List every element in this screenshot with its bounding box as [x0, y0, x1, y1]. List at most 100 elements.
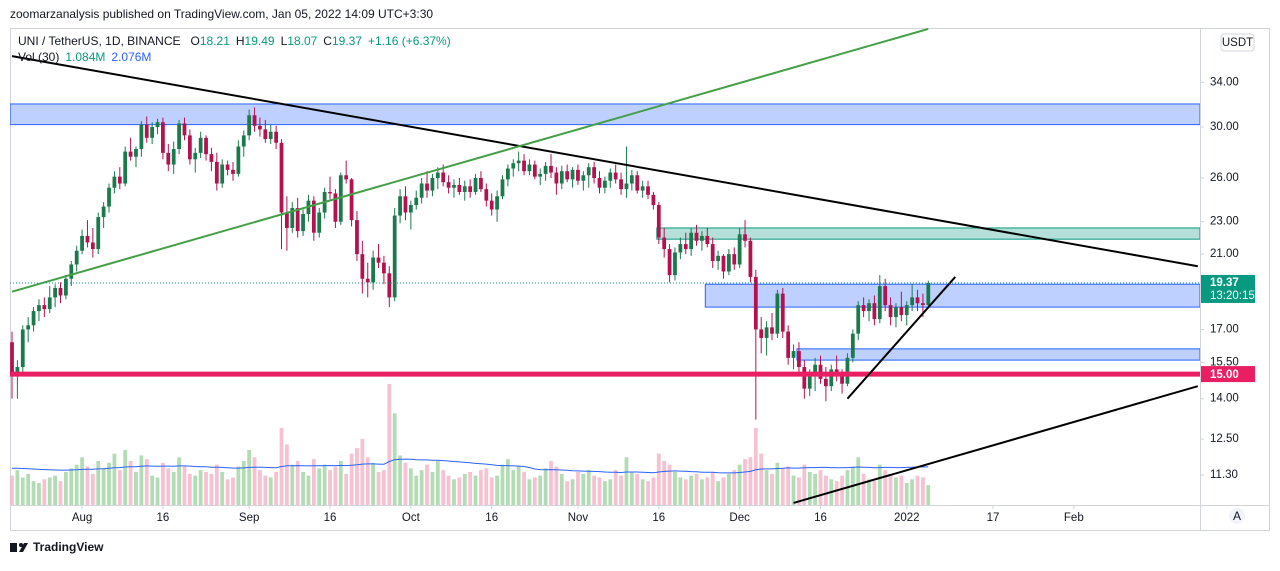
candle-body — [90, 242, 95, 250]
candle-body — [274, 131, 278, 143]
volume-bar — [468, 471, 473, 505]
volume-bar — [258, 470, 262, 505]
volume-bar — [581, 473, 586, 505]
candle-body — [128, 151, 133, 157]
candle-body — [462, 186, 467, 192]
volume-bar — [209, 473, 214, 505]
volume-bar — [565, 481, 570, 505]
volume-value: 1.084M — [65, 50, 105, 64]
candle-body — [726, 254, 731, 272]
volume-bar — [867, 479, 871, 505]
volume-bar — [462, 473, 467, 505]
candle-body — [435, 172, 440, 178]
candle-body — [592, 167, 597, 178]
volume-bar — [301, 471, 305, 505]
ohlc-key: O — [191, 34, 200, 48]
candle-body — [764, 327, 769, 338]
candle-body — [603, 180, 607, 188]
footer-brand: TradingView — [33, 540, 104, 554]
ohlc-value: 19.37 — [332, 34, 362, 48]
y-tick-label: 34.00 — [1210, 76, 1239, 88]
candle-body — [252, 115, 257, 126]
logo-mark — [19, 543, 23, 547]
candle-body — [861, 305, 866, 312]
candle-body — [58, 287, 63, 296]
auto-scale-button[interactable] — [1229, 508, 1245, 524]
candle-body — [214, 161, 219, 184]
candle-body — [150, 126, 155, 138]
candle-body — [586, 167, 591, 176]
volume-bar — [726, 473, 731, 505]
volume-bar — [770, 473, 774, 505]
candle-body — [807, 376, 812, 389]
volume-bar — [182, 466, 187, 505]
volume-bar — [807, 471, 812, 505]
volume-bar — [705, 477, 710, 505]
volume-bar — [678, 477, 683, 505]
candle-body — [894, 307, 898, 318]
candle-body — [629, 175, 634, 184]
volume-bar — [193, 475, 198, 505]
currency-label[interactable]: USDT — [1222, 37, 1253, 49]
x-tick-label: 16 — [324, 512, 337, 524]
volume-bar — [328, 470, 332, 505]
candle-body — [759, 329, 764, 338]
candle-body — [856, 305, 861, 334]
candle-body — [694, 232, 699, 241]
volume-bar — [236, 466, 241, 505]
currency-badge[interactable] — [1220, 33, 1255, 52]
volume-bar — [42, 479, 47, 505]
candle-body — [850, 333, 855, 358]
volume-bar — [904, 482, 909, 505]
candle-body — [311, 200, 316, 233]
volume-layer — [10, 383, 931, 505]
candle-body — [775, 293, 780, 334]
volume-bar — [144, 459, 149, 505]
volume-bar — [187, 473, 192, 505]
volume-bar — [344, 473, 349, 505]
candle-body — [328, 191, 332, 194]
volume-bar — [651, 477, 656, 505]
candle-body — [921, 303, 925, 305]
candle-body — [576, 169, 580, 181]
volume-bar — [107, 462, 111, 505]
auto-scale-label[interactable]: A — [1233, 509, 1241, 523]
x-tick-label: 2022 — [894, 512, 920, 524]
volume-bar — [818, 470, 823, 505]
volume-bar — [435, 460, 440, 505]
candle-body — [198, 137, 203, 153]
volume-bar — [64, 471, 68, 505]
candle-body — [161, 122, 165, 153]
trend-line — [846, 276, 956, 400]
candle-body — [532, 164, 537, 177]
volume-bar — [231, 477, 235, 505]
y-tick-label: 14.00 — [1210, 393, 1239, 405]
volume-bar — [155, 477, 160, 505]
candle-body — [101, 206, 106, 218]
candle-body — [403, 196, 408, 213]
volume-bar — [441, 470, 446, 505]
logo-mark — [19, 543, 28, 552]
volume-bar — [31, 481, 36, 505]
volume-bar — [791, 475, 796, 505]
volume-bar — [47, 477, 52, 505]
volume-bar — [479, 470, 483, 505]
candle-body — [500, 179, 505, 197]
candle-body — [231, 169, 235, 174]
volume-bar — [171, 471, 176, 505]
volume-bar — [500, 464, 505, 505]
volume-bar — [387, 383, 392, 505]
volume-bar — [295, 460, 300, 505]
volume-bar — [899, 475, 904, 505]
candle-body — [813, 364, 817, 377]
candle-body — [786, 331, 791, 358]
candle-body — [673, 252, 677, 276]
ohlc-key: H — [236, 34, 245, 48]
volume-name: Vol (30) — [18, 50, 59, 64]
volume-bar — [640, 479, 645, 505]
volume-bar — [123, 449, 128, 505]
volume-bar — [597, 477, 602, 505]
volume-bar — [522, 471, 526, 505]
candle-body — [139, 124, 144, 150]
ohlc-value: 18.21 — [200, 34, 230, 48]
